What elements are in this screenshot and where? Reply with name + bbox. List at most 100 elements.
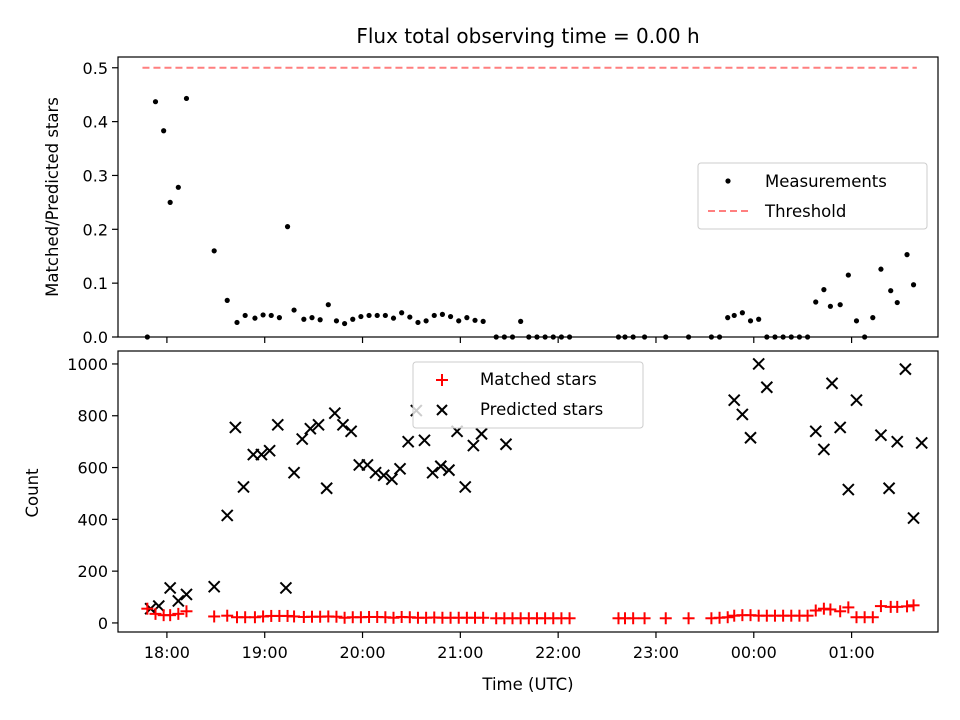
measurement-point	[747, 318, 754, 324]
predicted-star-point	[207, 580, 221, 593]
measurement-point	[472, 317, 478, 323]
count-y-tick-label: 800	[77, 407, 108, 426]
measurement-point	[542, 334, 548, 340]
predicted-star-point	[328, 406, 342, 420]
matched-star-point	[866, 611, 879, 624]
ratio-x-ticks	[166, 337, 853, 343]
predicted-star-point	[850, 394, 863, 407]
predicted-star-point	[434, 460, 447, 473]
predicted-star-point	[344, 425, 358, 438]
measurement-point	[615, 334, 622, 340]
measurement-point	[764, 334, 770, 340]
measurement-point	[161, 128, 167, 134]
measurement-point	[325, 302, 331, 308]
matched-star-point	[901, 600, 914, 613]
ratio-y-ticks: 0.0 0.1 0.2 0.3 0.4 0.5	[83, 59, 118, 347]
matched-points	[141, 599, 920, 625]
matched-star-point	[180, 605, 193, 618]
count-legend-box	[412, 361, 644, 429]
measurement-point	[144, 334, 150, 340]
matched-star-point	[721, 611, 734, 624]
measurement-point	[480, 318, 486, 324]
measurement-point	[276, 315, 282, 321]
count-x-tick-label: 00:00	[731, 643, 777, 662]
predicted-star-point	[271, 418, 284, 432]
measurement-point	[431, 312, 437, 319]
measurement-point	[708, 334, 714, 340]
measurement-point	[291, 307, 297, 313]
measurement-point	[518, 318, 524, 324]
measurement-points	[144, 95, 917, 340]
measurement-point	[845, 272, 851, 278]
measurement-point	[350, 316, 356, 322]
measurement-point	[725, 315, 731, 321]
predicted-star-point	[442, 463, 456, 477]
predicted-star-point	[817, 443, 831, 456]
measurement-point	[566, 334, 573, 340]
measurement-point	[862, 334, 868, 340]
measurement-point	[268, 312, 274, 319]
predicted-star-point	[736, 408, 749, 421]
measurement-point	[622, 334, 628, 340]
count-y-tick-label: 600	[77, 459, 108, 478]
predicted-star-point	[825, 377, 839, 390]
measurement-point	[374, 312, 380, 319]
matched-star-point	[842, 601, 855, 614]
matched-star-point	[563, 612, 576, 625]
matched-star-point	[659, 612, 672, 625]
measurement-point	[813, 299, 819, 305]
measurement-point	[260, 312, 266, 318]
matched-star-point	[824, 603, 837, 616]
predicted-star-point	[744, 431, 757, 444]
count-y-tick-label: 400	[77, 510, 108, 529]
matched-star-point	[172, 607, 185, 620]
measurement-point	[780, 334, 786, 340]
count-y-tick-label: 200	[77, 562, 108, 581]
ratio-legend: Measurements Threshold	[697, 162, 928, 230]
legend-predicted-label: Predicted stars	[480, 400, 603, 419]
matched-star-point	[638, 612, 651, 625]
count-y-tick-label: 1000	[67, 355, 108, 374]
predicted-star-point	[263, 444, 276, 457]
predicted-star-point	[891, 435, 904, 448]
ratio-y-tick-label: 0.3	[83, 166, 108, 185]
count-x-tick-label: 20:00	[339, 643, 385, 662]
measurement-point	[342, 320, 348, 327]
measurement-point	[894, 299, 900, 306]
predicted-star-point	[426, 466, 439, 479]
measurement-point	[788, 334, 794, 340]
measurement-point	[501, 334, 507, 340]
matched-star-point	[834, 605, 847, 618]
matched-star-point	[801, 609, 814, 622]
predicted-star-point	[385, 472, 399, 486]
measurement-point	[716, 334, 723, 340]
count-y-ticks: 0 200 400 600 800 1000	[67, 355, 118, 633]
measurement-point	[407, 314, 413, 320]
measurement-point	[910, 282, 917, 288]
predicted-star-point	[237, 480, 250, 494]
ratio-y-tick-label: 0.4	[83, 113, 108, 132]
measurement-point	[211, 248, 217, 254]
measurement-point	[415, 319, 421, 326]
ratio-legend-box	[697, 162, 928, 230]
matched-star-point	[330, 610, 343, 623]
predicted-star-point	[882, 482, 896, 495]
measurement-point	[641, 334, 648, 340]
predicted-star-point	[369, 466, 382, 479]
measurement-point	[772, 334, 778, 340]
ratio-y-tick-label: 0.1	[83, 274, 108, 293]
measurement-point	[731, 312, 737, 319]
measurement-point	[685, 334, 692, 340]
chart-title: Flux total observing time = 0.00 h	[356, 24, 699, 48]
measurement-point	[827, 303, 834, 309]
ratio-panel: Flux total observing time = 0.00 h 0.00.…	[43, 24, 939, 347]
count-x-tick-label: 18:00	[144, 643, 190, 662]
measurement-point	[663, 334, 669, 340]
measurement-point	[390, 315, 397, 321]
measurement-point	[534, 334, 540, 340]
count-plot-frame	[117, 350, 939, 633]
predicted-star-point	[312, 418, 325, 432]
ratio-y-tick-label: 0.2	[83, 220, 108, 239]
predicted-star-point	[401, 435, 415, 448]
measurement-point	[888, 288, 894, 294]
